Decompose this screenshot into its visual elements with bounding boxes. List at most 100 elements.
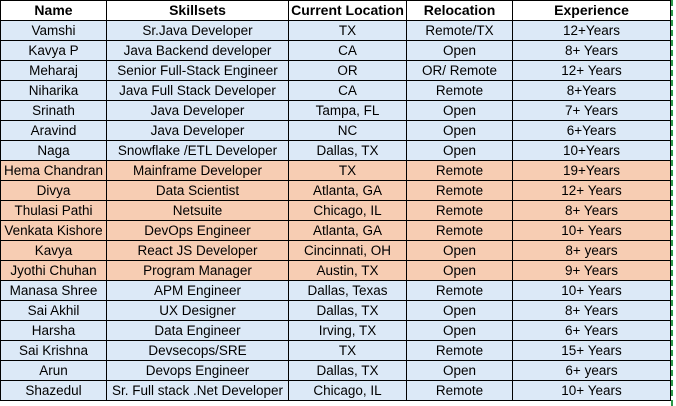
- name-cell[interactable]: Kavya P: [0, 40, 107, 61]
- experience-cell[interactable]: 7+ Years: [512, 100, 671, 121]
- experience-cell[interactable]: 6+ Years: [512, 320, 671, 341]
- name-cell[interactable]: Arun: [0, 360, 107, 381]
- skillset-cell[interactable]: UX Designer: [106, 300, 289, 321]
- relocation-cell[interactable]: Remote: [406, 340, 513, 361]
- skillset-cell[interactable]: Senior Full-Stack Engineer: [106, 60, 289, 81]
- name-cell[interactable]: Divya: [0, 180, 107, 201]
- skillset-cell[interactable]: Mainframe Developer: [106, 160, 289, 181]
- name-cell[interactable]: Hema Chandran: [0, 160, 107, 181]
- location-cell[interactable]: TX: [288, 20, 407, 41]
- name-cell[interactable]: Meharaj: [0, 60, 107, 81]
- skillset-cell[interactable]: Java Developer: [106, 100, 289, 121]
- relocation-cell[interactable]: Open: [406, 140, 513, 161]
- name-cell[interactable]: Kavya: [0, 240, 107, 261]
- location-cell[interactable]: Chicago, IL: [288, 380, 407, 401]
- name-cell[interactable]: Aravind: [0, 120, 107, 141]
- name-cell[interactable]: Naga: [0, 140, 107, 161]
- relocation-cell[interactable]: Open: [406, 300, 513, 321]
- skillset-cell[interactable]: Data Engineer: [106, 320, 289, 341]
- experience-cell[interactable]: 8+ years: [512, 240, 671, 261]
- experience-cell[interactable]: 12+ Years: [512, 180, 671, 201]
- skillset-cell[interactable]: Devops Engineer: [106, 360, 289, 381]
- location-cell[interactable]: Chicago, IL: [288, 200, 407, 221]
- name-cell[interactable]: Shazedul: [0, 380, 107, 401]
- experience-cell[interactable]: 15+ Years: [512, 340, 671, 361]
- experience-cell[interactable]: 12+Years: [512, 20, 671, 41]
- experience-cell[interactable]: 12+ Years: [512, 60, 671, 81]
- experience-cell[interactable]: 6+Years: [512, 120, 671, 141]
- header-experience[interactable]: Experience: [512, 0, 671, 21]
- location-cell[interactable]: TX: [288, 160, 407, 181]
- relocation-cell[interactable]: Remote: [406, 220, 513, 241]
- skillset-cell[interactable]: Java Developer: [106, 120, 289, 141]
- skillset-cell[interactable]: Netsuite: [106, 200, 289, 221]
- relocation-cell[interactable]: OR/ Remote: [406, 60, 513, 81]
- relocation-cell[interactable]: Open: [406, 120, 513, 141]
- experience-cell[interactable]: 10+ Years: [512, 380, 671, 401]
- relocation-cell[interactable]: Remote: [406, 280, 513, 301]
- location-cell[interactable]: Cincinnati, OH: [288, 240, 407, 261]
- name-cell[interactable]: Sai Akhil: [0, 300, 107, 321]
- relocation-cell[interactable]: Remote: [406, 80, 513, 101]
- location-cell[interactable]: OR: [288, 60, 407, 81]
- location-cell[interactable]: Dallas, TX: [288, 140, 407, 161]
- location-cell[interactable]: Dallas, Texas: [288, 280, 407, 301]
- skillset-cell[interactable]: Java Backend developer: [106, 40, 289, 61]
- experience-cell[interactable]: 9+ Years: [512, 260, 671, 281]
- location-cell[interactable]: Dallas, TX: [288, 300, 407, 321]
- relocation-cell[interactable]: Remote: [406, 200, 513, 221]
- experience-cell[interactable]: 8+ Years: [512, 40, 671, 61]
- experience-cell[interactable]: 8+ Years: [512, 300, 671, 321]
- location-cell[interactable]: CA: [288, 80, 407, 101]
- name-cell[interactable]: Venkata Kishore: [0, 220, 107, 241]
- skillset-cell[interactable]: APM Engineer: [106, 280, 289, 301]
- experience-cell[interactable]: 6+ years: [512, 360, 671, 381]
- skillset-cell[interactable]: DevOps Engineer: [106, 220, 289, 241]
- relocation-cell[interactable]: Open: [406, 320, 513, 341]
- name-cell[interactable]: Thulasi Pathi: [0, 200, 107, 221]
- skillset-cell[interactable]: Program Manager: [106, 260, 289, 281]
- skillset-cell[interactable]: Snowflake /ETL Developer: [106, 140, 289, 161]
- location-cell[interactable]: Austin, TX: [288, 260, 407, 281]
- skillset-cell[interactable]: Java Full Stack Developer: [106, 80, 289, 101]
- skillset-cell[interactable]: Sr. Full stack .Net Developer: [106, 380, 289, 401]
- relocation-cell[interactable]: Open: [406, 40, 513, 61]
- location-cell[interactable]: Irving, TX: [288, 320, 407, 341]
- experience-cell[interactable]: 10+ Years: [512, 280, 671, 301]
- location-cell[interactable]: NC: [288, 120, 407, 141]
- name-cell[interactable]: Srinath: [0, 100, 107, 121]
- relocation-cell[interactable]: Open: [406, 100, 513, 121]
- name-cell[interactable]: Manasa Shree: [0, 280, 107, 301]
- name-cell[interactable]: Niharika: [0, 80, 107, 101]
- location-cell[interactable]: Tampa, FL: [288, 100, 407, 121]
- relocation-cell[interactable]: Remote/TX: [406, 20, 513, 41]
- name-cell[interactable]: Sai Krishna: [0, 340, 107, 361]
- skillset-cell[interactable]: React JS Developer: [106, 240, 289, 261]
- name-cell[interactable]: Vamshi: [0, 20, 107, 41]
- header-skillsets[interactable]: Skillsets: [106, 0, 289, 21]
- relocation-cell[interactable]: Open: [406, 360, 513, 381]
- relocation-cell[interactable]: Open: [406, 260, 513, 281]
- skillset-cell[interactable]: Data Scientist: [106, 180, 289, 201]
- experience-cell[interactable]: 10+ Years: [512, 220, 671, 241]
- skillset-cell[interactable]: Devsecops/SRE: [106, 340, 289, 361]
- experience-cell[interactable]: 19+Years: [512, 160, 671, 181]
- experience-cell[interactable]: 10+Years: [512, 140, 671, 161]
- header-current-location[interactable]: Current Location: [288, 0, 407, 21]
- location-cell[interactable]: Atlanta, GA: [288, 220, 407, 241]
- header-relocation[interactable]: Relocation: [406, 0, 513, 21]
- skillset-cell[interactable]: Sr.Java Developer: [106, 20, 289, 41]
- experience-cell[interactable]: 8+Years: [512, 80, 671, 101]
- location-cell[interactable]: Dallas, TX: [288, 360, 407, 381]
- location-cell[interactable]: CA: [288, 40, 407, 61]
- header-name[interactable]: Name: [0, 0, 107, 21]
- location-cell[interactable]: Atlanta, GA: [288, 180, 407, 201]
- relocation-cell[interactable]: Remote: [406, 160, 513, 181]
- relocation-cell[interactable]: Remote: [406, 380, 513, 401]
- name-cell[interactable]: Harsha: [0, 320, 107, 341]
- relocation-cell[interactable]: Open: [406, 240, 513, 261]
- experience-cell[interactable]: 8+ Years: [512, 200, 671, 221]
- relocation-cell[interactable]: Remote: [406, 180, 513, 201]
- location-cell[interactable]: TX: [288, 340, 407, 361]
- name-cell[interactable]: Jyothi Chuhan: [0, 260, 107, 281]
